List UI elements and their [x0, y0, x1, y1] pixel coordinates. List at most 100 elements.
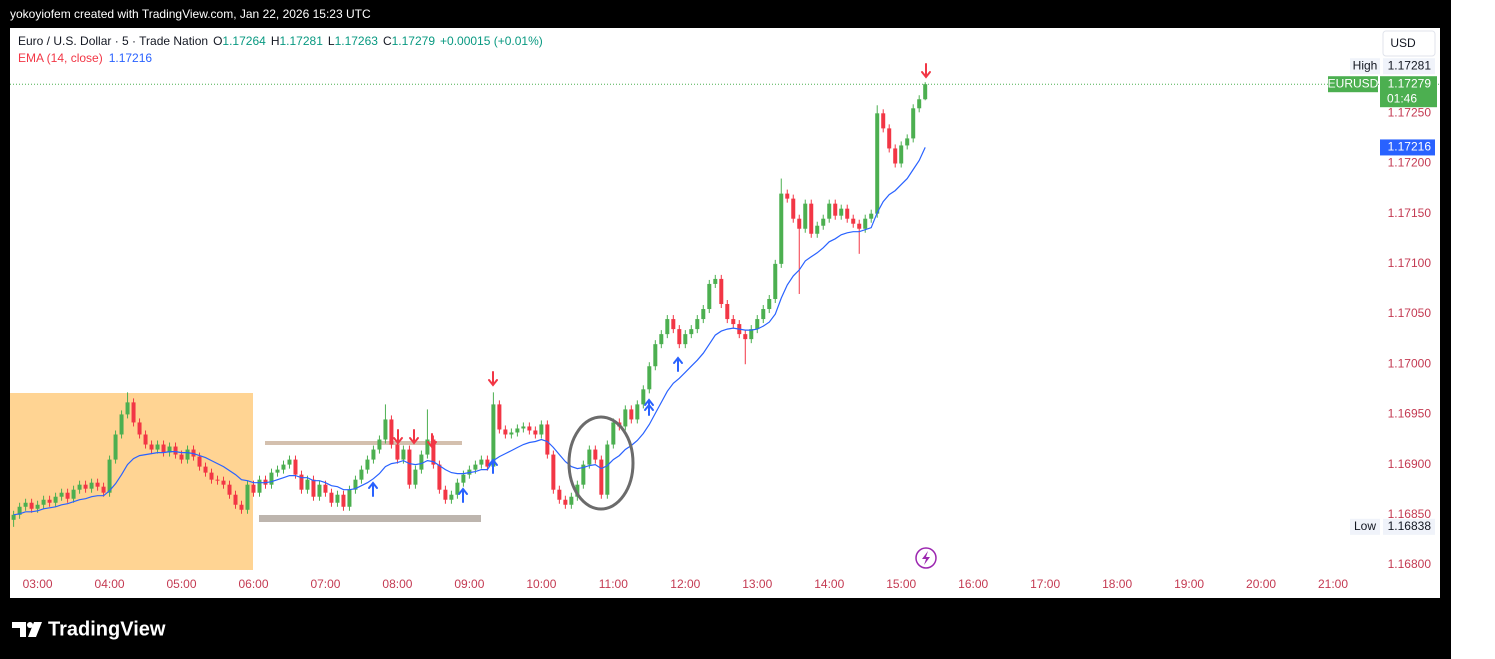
x-tick-label: 12:00 — [670, 577, 700, 591]
candle-body — [761, 309, 766, 320]
candle-body — [917, 99, 922, 109]
logo: TradingView — [12, 618, 166, 640]
candle-body — [587, 449, 592, 465]
x-tick-label: 14:00 — [814, 577, 844, 591]
candle-body — [683, 334, 688, 345]
currency-button[interactable]: USD — [1382, 30, 1436, 57]
candle-body — [809, 203, 814, 234]
ohlc-value: 1.17281 — [279, 34, 323, 48]
candle-body — [53, 496, 58, 503]
candle-body — [773, 263, 778, 299]
x-tick-label: 07:00 — [310, 577, 340, 591]
candle-body — [209, 472, 214, 480]
x-tick-label: 03:00 — [23, 577, 53, 591]
change: +0.00015 (+0.01%) — [440, 34, 543, 48]
candle-body — [641, 389, 646, 405]
low-value-badge — [1383, 518, 1435, 535]
lightning-icon — [915, 547, 937, 569]
candle-body — [293, 459, 298, 475]
ema-value: 1.17216 — [109, 51, 153, 65]
candle-body — [23, 502, 28, 507]
session-highlight — [10, 393, 253, 570]
x-tick-label: 05:00 — [167, 577, 197, 591]
candle-body — [659, 334, 664, 345]
candle-body — [599, 459, 604, 495]
candle-body — [785, 193, 790, 199]
candle-body — [107, 459, 112, 493]
candle-body — [491, 404, 496, 467]
y-tick-label: 1.16850 — [1388, 507, 1432, 521]
candle-body — [59, 492, 64, 497]
candle-body — [389, 419, 394, 445]
candle-body — [767, 298, 772, 310]
candle-body — [11, 514, 16, 520]
candle-body — [911, 108, 916, 139]
candle-body — [779, 193, 784, 264]
candle-body — [899, 145, 904, 164]
candle-body — [533, 430, 538, 435]
candle-body — [551, 454, 556, 490]
candle-body — [887, 128, 892, 149]
candle-body — [29, 502, 34, 509]
candle-body — [671, 319, 676, 330]
high-value-badge — [1383, 58, 1435, 75]
candle-body — [83, 484, 88, 489]
y-tick-label: 1.17250 — [1388, 105, 1432, 119]
y-tick-label: 1.17100 — [1388, 256, 1432, 270]
x-tick-label: 19:00 — [1174, 577, 1204, 591]
candle-body — [521, 426, 526, 429]
candle-body — [515, 428, 520, 433]
candle-body — [875, 113, 880, 214]
candle-body — [173, 446, 178, 455]
candle-body — [77, 484, 82, 490]
candle-body — [851, 218, 856, 224]
candle-body — [653, 344, 658, 367]
sell-arrow — [488, 371, 498, 387]
candle-body — [239, 504, 244, 510]
y-tick-label: 1.17000 — [1388, 356, 1432, 370]
candle-body — [431, 439, 436, 465]
x-tick-label: 13:00 — [742, 577, 772, 591]
countdown: 01:46 — [1387, 91, 1417, 105]
high-value: 1.17281 — [1388, 58, 1432, 72]
x-tick-label: 11:00 — [599, 577, 628, 591]
currency[interactable]: USD — [1390, 36, 1416, 50]
symbol-title: Euro / U.S. Dollar · 5 · Trade Nation — [18, 34, 208, 48]
candle-body — [923, 84, 928, 100]
candle-body — [251, 484, 256, 493]
candle-body — [215, 479, 220, 481]
ema-label: EMA (14, close) — [18, 51, 103, 65]
candle-body — [575, 484, 580, 497]
legend-main: Euro / U.S. Dollar · 5 · Trade Nation O1.… — [18, 34, 543, 48]
candle-body — [341, 494, 346, 507]
ema-badge — [1380, 139, 1435, 156]
buy-arrow — [368, 481, 378, 497]
candle-body — [17, 506, 22, 515]
symbol-badge — [1328, 76, 1378, 93]
candle-body — [707, 283, 712, 310]
candle-body — [359, 469, 364, 480]
candle-body — [635, 404, 640, 420]
ohlc-value: 1.17264 — [222, 34, 266, 48]
ohlc-value: 1.17279 — [392, 34, 436, 48]
buy-arrow — [458, 487, 468, 503]
candle-body — [797, 218, 802, 229]
candle-body — [395, 444, 400, 460]
x-tick-label: 18:00 — [1102, 577, 1132, 591]
candle-body — [143, 434, 148, 445]
candle-body — [569, 496, 574, 505]
candle-body — [221, 480, 226, 485]
last-price: 1.17279 — [1388, 76, 1432, 90]
x-tick-label: 15:00 — [886, 577, 916, 591]
x-tick-label: 10:00 — [526, 577, 556, 591]
candle-body — [287, 459, 292, 465]
resistance-zone — [265, 441, 462, 445]
candle-body — [497, 404, 502, 430]
x-tick-label: 21:00 — [1318, 577, 1348, 591]
candle-body — [557, 489, 562, 500]
candle-body — [749, 329, 754, 340]
candle-body — [95, 482, 100, 487]
candle-body — [317, 484, 322, 497]
